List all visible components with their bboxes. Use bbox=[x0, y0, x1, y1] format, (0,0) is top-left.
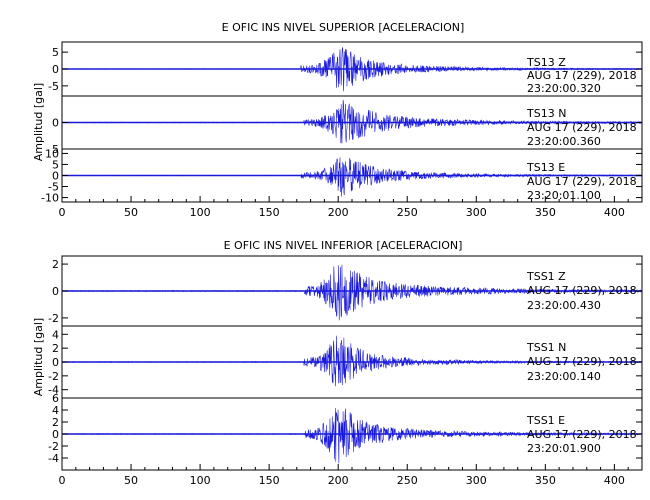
y-tick-label: 5 bbox=[52, 46, 59, 59]
lower-x-axis: 0 50 100 150 200 250 300 350 400 bbox=[59, 464, 643, 487]
x-tick-label: 200 bbox=[328, 474, 349, 487]
date-label: AUG 17 (229), 2018 bbox=[527, 428, 637, 441]
y-tick-label: 0 bbox=[52, 170, 59, 183]
trace-ts13-z bbox=[61, 47, 643, 92]
date-label: AUG 17 (229), 2018 bbox=[527, 69, 637, 82]
x-tick-label: 300 bbox=[466, 474, 487, 487]
yticks-ts13-z: -5 0 5 bbox=[48, 46, 642, 93]
lower-figure: E OFIC INS NIVEL INFERIOR [ACELERACION] … bbox=[32, 239, 643, 487]
time-label: 23:20:00.140 bbox=[527, 370, 601, 383]
x-tick-label: 250 bbox=[397, 206, 418, 219]
x-tick-label: 50 bbox=[124, 474, 138, 487]
y-tick-label: 0 bbox=[52, 428, 59, 441]
y-tick-label: 0 bbox=[52, 117, 59, 130]
x-tick-label: 0 bbox=[59, 206, 66, 219]
y-tick-label: 2 bbox=[52, 416, 59, 429]
station-label: TSS1 E bbox=[526, 414, 565, 427]
date-label: AUG 17 (229), 2018 bbox=[527, 284, 637, 297]
x-tick-label: 400 bbox=[604, 474, 625, 487]
trace-ts13-n bbox=[61, 99, 643, 144]
y-tick-label: 5 bbox=[52, 143, 59, 156]
y-tick-label: 0 bbox=[52, 63, 59, 76]
date-label: AUG 17 (229), 2018 bbox=[527, 355, 637, 368]
y-tick-label: 5 bbox=[52, 158, 59, 171]
panel-ts13-n: 5 0 TS13 N AUG 17 (229), 2018 23:20:00.36… bbox=[52, 95, 643, 156]
station-label: TS13 Z bbox=[526, 56, 566, 69]
x-tick-label: 150 bbox=[259, 474, 280, 487]
time-label: 23:20:00.320 bbox=[527, 82, 601, 95]
date-label: AUG 17 (229), 2018 bbox=[527, 121, 637, 134]
x-tick-label: 400 bbox=[604, 206, 625, 219]
y-tick-label: -5 bbox=[48, 181, 59, 194]
yticks-tss1-z: -2 0 2 bbox=[48, 258, 642, 325]
upper-figure: E OFIC INS NIVEL SUPERIOR [ACELERACION] … bbox=[32, 21, 643, 219]
x-tick-label: 250 bbox=[397, 474, 418, 487]
upper-ylabel: Amplitud [gal] bbox=[32, 83, 45, 161]
trace-tss1-z bbox=[61, 264, 643, 321]
y-tick-label: -5 bbox=[48, 80, 59, 93]
y-tick-label: 10 bbox=[45, 147, 59, 160]
x-tick-label: 350 bbox=[535, 474, 556, 487]
station-label: TSS1 N bbox=[526, 341, 566, 354]
station-label: TS13 E bbox=[526, 161, 565, 174]
x-tick-label: 100 bbox=[190, 474, 211, 487]
time-label: 23:20:01.100 bbox=[527, 189, 601, 202]
trace-tss1-n bbox=[61, 335, 643, 387]
y-tick-label: 6 bbox=[52, 392, 59, 405]
y-tick-label: -2 bbox=[48, 370, 59, 383]
panel-tss1-z: -2 0 2 TSS1 Z AUG 17 (229), 2018 23:20:00.… bbox=[48, 255, 643, 327]
y-tick-label: -10 bbox=[41, 192, 59, 205]
x-tick-label: 200 bbox=[328, 206, 349, 219]
lower-ylabel: Amplitud [gal] bbox=[32, 318, 45, 396]
y-tick-label: -2 bbox=[48, 312, 59, 325]
y-tick-label: -4 bbox=[48, 384, 59, 397]
trace-ts13-e bbox=[61, 157, 643, 197]
time-label: 23:20:00.360 bbox=[527, 135, 601, 148]
upper-title: E OFIC INS NIVEL SUPERIOR [ACELERACION] bbox=[222, 21, 465, 34]
lower-title: E OFIC INS NIVEL INFERIOR [ACELERACION] bbox=[224, 239, 463, 252]
y-tick-label: -2 bbox=[48, 440, 59, 453]
y-tick-label: 4 bbox=[52, 404, 59, 417]
y-tick-label: 0 bbox=[52, 285, 59, 298]
trace-tss1-e bbox=[61, 408, 643, 464]
y-tick-label: -4 bbox=[48, 452, 59, 465]
x-tick-label: 150 bbox=[259, 206, 280, 219]
x-tick-label: 350 bbox=[535, 206, 556, 219]
upper-x-axis: 0 50 100 150 200 250 300 350 400 bbox=[59, 196, 643, 219]
x-tick-label: 100 bbox=[190, 206, 211, 219]
y-tick-label: 2 bbox=[52, 342, 59, 355]
x-tick-label: 0 bbox=[59, 474, 66, 487]
y-tick-label: 0 bbox=[52, 356, 59, 369]
x-tick-label: 300 bbox=[466, 206, 487, 219]
y-tick-label: 2 bbox=[52, 258, 59, 271]
time-label: 23:20:00.430 bbox=[527, 299, 601, 312]
y-tick-label: 4 bbox=[52, 328, 59, 341]
date-label: AUG 17 (229), 2018 bbox=[527, 175, 637, 188]
station-label: TS13 N bbox=[526, 107, 566, 120]
panel-ts13-z: -5 0 5 TS13 Z AUG 17 (229), 2018 23:20:00.… bbox=[48, 41, 643, 97]
station-label: TSS1 Z bbox=[526, 270, 566, 283]
time-label: 23:20:01.900 bbox=[527, 442, 601, 455]
x-tick-label: 50 bbox=[124, 206, 138, 219]
